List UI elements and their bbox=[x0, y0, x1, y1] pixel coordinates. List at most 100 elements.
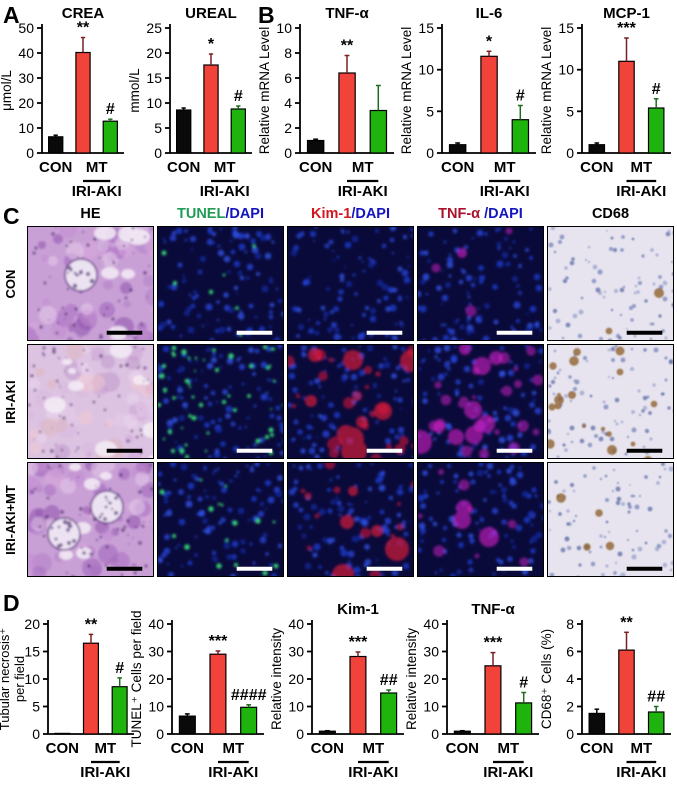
svg-text:40: 40 bbox=[423, 616, 439, 632]
svg-text:0: 0 bbox=[32, 726, 40, 742]
svg-text:5: 5 bbox=[566, 103, 574, 119]
svg-text:IRI-AKI: IRI-AKI bbox=[348, 764, 398, 778]
svg-text:0: 0 bbox=[296, 726, 304, 742]
svg-text:10: 10 bbox=[418, 62, 434, 78]
svg-text:MT: MT bbox=[214, 159, 236, 176]
svg-text:***: *** bbox=[349, 634, 368, 651]
svg-text:Kim-1: Kim-1 bbox=[337, 601, 379, 618]
svg-text:CON: CON bbox=[171, 740, 204, 757]
svg-text:UREAL: UREAL bbox=[185, 5, 237, 22]
svg-text:per field: per field bbox=[12, 656, 27, 702]
svg-text:CON: CON bbox=[46, 740, 79, 757]
svg-text:0: 0 bbox=[431, 726, 439, 742]
svg-text:50: 50 bbox=[18, 20, 34, 36]
svg-text:0: 0 bbox=[284, 145, 292, 161]
svg-text:IRI-AKI: IRI-AKI bbox=[480, 183, 530, 197]
svg-text:15: 15 bbox=[146, 70, 162, 86]
svg-text:**: ** bbox=[85, 616, 98, 633]
svg-text:MT: MT bbox=[94, 740, 116, 757]
svg-text:#: # bbox=[519, 675, 528, 692]
svg-text:2: 2 bbox=[566, 699, 574, 715]
svg-text:40: 40 bbox=[18, 45, 34, 61]
svg-text:#: # bbox=[652, 81, 661, 98]
svg-text:#: # bbox=[234, 88, 243, 105]
svg-text:20: 20 bbox=[18, 95, 34, 111]
svg-text:10: 10 bbox=[558, 62, 574, 78]
svg-text:MT: MT bbox=[497, 740, 519, 757]
svg-text:#: # bbox=[115, 660, 124, 677]
svg-text:40: 40 bbox=[288, 616, 304, 632]
svg-text:CON: CON bbox=[299, 159, 332, 176]
svg-text:*: * bbox=[208, 36, 215, 53]
svg-text:MT: MT bbox=[494, 159, 516, 176]
svg-text:CON: CON bbox=[441, 159, 474, 176]
svg-text:4: 4 bbox=[284, 95, 292, 111]
svg-text:*: * bbox=[486, 33, 493, 50]
svg-text:2: 2 bbox=[284, 120, 292, 136]
svg-text:IRI-AKI: IRI-AKI bbox=[616, 183, 666, 197]
svg-text:CON: CON bbox=[580, 159, 613, 176]
svg-text:IRI-AKI: IRI-AKI bbox=[338, 183, 388, 197]
svg-text:10: 10 bbox=[288, 699, 304, 715]
svg-text:**: ** bbox=[77, 20, 90, 37]
svg-text:15: 15 bbox=[418, 20, 434, 36]
svg-text:Relative mRNA Level: Relative mRNA Level bbox=[540, 27, 554, 155]
svg-text:10: 10 bbox=[423, 699, 439, 715]
svg-text:8: 8 bbox=[566, 616, 574, 632]
svg-text:***: *** bbox=[484, 635, 503, 652]
svg-text:####: #### bbox=[231, 687, 267, 704]
svg-text:30: 30 bbox=[18, 70, 34, 86]
svg-text:MT: MT bbox=[362, 740, 384, 757]
svg-text:Relative mRNA Level: Relative mRNA Level bbox=[400, 27, 414, 155]
svg-text:10: 10 bbox=[276, 20, 292, 36]
svg-text:MT: MT bbox=[630, 159, 652, 176]
svg-text:10: 10 bbox=[146, 95, 162, 111]
svg-text:CON: CON bbox=[39, 159, 72, 176]
svg-text:CD68⁺ Cells (%): CD68⁺ Cells (%) bbox=[540, 629, 554, 729]
svg-text:0: 0 bbox=[26, 145, 34, 161]
svg-text:TUNEL⁺ Cells per field: TUNEL⁺ Cells per field bbox=[130, 611, 144, 748]
svg-text:4: 4 bbox=[566, 671, 574, 687]
svg-text:25: 25 bbox=[146, 20, 162, 36]
svg-text:##: ## bbox=[647, 689, 665, 706]
svg-text:IRI-AKI: IRI-AKI bbox=[483, 764, 533, 778]
svg-text:20: 20 bbox=[146, 45, 162, 61]
svg-text:0: 0 bbox=[566, 726, 574, 742]
svg-text:10: 10 bbox=[148, 699, 164, 715]
svg-text:#: # bbox=[106, 101, 115, 118]
svg-text:0: 0 bbox=[156, 726, 164, 742]
svg-text:IRI-AKI: IRI-AKI bbox=[616, 764, 666, 778]
svg-text:5: 5 bbox=[154, 120, 162, 136]
svg-text:20: 20 bbox=[24, 616, 40, 632]
svg-text:40: 40 bbox=[148, 616, 164, 632]
svg-text:MT: MT bbox=[352, 159, 374, 176]
svg-text:CON: CON bbox=[446, 740, 479, 757]
svg-text:30: 30 bbox=[288, 644, 304, 660]
svg-text:IRI-AKI: IRI-AKI bbox=[200, 183, 250, 197]
svg-text:10: 10 bbox=[18, 120, 34, 136]
svg-text:CON: CON bbox=[311, 740, 344, 757]
svg-text:20: 20 bbox=[423, 671, 439, 687]
svg-text:15: 15 bbox=[558, 20, 574, 36]
svg-text:6: 6 bbox=[284, 70, 292, 86]
svg-text:**: ** bbox=[341, 38, 354, 55]
svg-text:IRI-AKI: IRI-AKI bbox=[80, 764, 130, 778]
svg-text:20: 20 bbox=[288, 671, 304, 687]
svg-text:MT: MT bbox=[222, 740, 244, 757]
svg-text:CON: CON bbox=[580, 740, 613, 757]
svg-text:5: 5 bbox=[32, 699, 40, 715]
svg-text:CON: CON bbox=[167, 159, 200, 176]
svg-text:Relative mRNA Level: Relative mRNA Level bbox=[258, 27, 272, 155]
svg-text:Tubular necrosis⁺: Tubular necrosis⁺ bbox=[0, 628, 12, 730]
svg-text:#: # bbox=[516, 88, 525, 105]
svg-text:MT: MT bbox=[86, 159, 108, 176]
svg-text:IL-6: IL-6 bbox=[476, 5, 503, 22]
svg-text:30: 30 bbox=[148, 644, 164, 660]
svg-text:0: 0 bbox=[426, 145, 434, 161]
svg-text:**: ** bbox=[620, 614, 633, 631]
svg-text:8: 8 bbox=[284, 45, 292, 61]
svg-text:Relative intensity: Relative intensity bbox=[405, 628, 419, 730]
svg-text:IRI-AKI: IRI-AKI bbox=[72, 183, 122, 197]
svg-text:5: 5 bbox=[426, 103, 434, 119]
svg-text:6: 6 bbox=[566, 644, 574, 660]
